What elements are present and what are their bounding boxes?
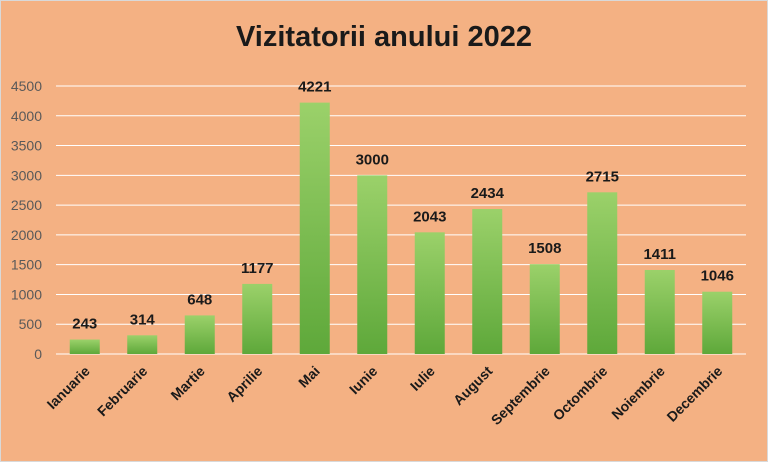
x-tick-label: Mai xyxy=(295,363,323,391)
y-tick-label: 500 xyxy=(19,316,43,332)
bar xyxy=(472,209,503,354)
y-tick-label: 0 xyxy=(34,346,42,362)
bar xyxy=(702,291,733,354)
x-tick-label: Noiembrie xyxy=(608,363,668,423)
x-tick-label: Iunie xyxy=(346,363,381,398)
data-label: 1046 xyxy=(701,268,734,285)
data-labels: 243 314 648 1177 4221 3000 2043 2434 1508 2715 141… xyxy=(72,79,734,333)
data-label: 1411 xyxy=(643,246,676,263)
data-label: 4221 xyxy=(298,79,331,96)
bar xyxy=(127,335,158,354)
y-axis: 0 500 1000 1500 2000 2500 3000 3500 4000 4500 xyxy=(11,78,42,362)
y-tick-label: 1000 xyxy=(11,286,42,302)
y-tick-label: 4000 xyxy=(11,108,42,124)
data-label: 1177 xyxy=(241,260,274,277)
bars xyxy=(69,102,733,354)
y-tick-label: 4500 xyxy=(11,78,42,94)
data-label: 2434 xyxy=(471,185,505,202)
data-label: 3000 xyxy=(356,151,389,168)
y-tick-label: 3000 xyxy=(11,167,42,183)
bar xyxy=(357,175,388,354)
x-tick-label: Octombrie xyxy=(550,363,611,424)
bar xyxy=(69,339,100,354)
y-tick-label: 2500 xyxy=(11,197,42,213)
x-tick-label: Martie xyxy=(167,363,208,404)
x-axis: Ianuarie Februarie Martie Aprilie Mai Iunie Iu… xyxy=(44,363,726,428)
data-label: 2715 xyxy=(586,168,619,185)
data-label: 243 xyxy=(72,316,97,333)
data-label: 648 xyxy=(187,291,212,308)
gridlines xyxy=(56,85,746,355)
bar xyxy=(414,232,445,354)
x-tick-label: Februarie xyxy=(94,363,151,420)
bar xyxy=(184,315,215,354)
x-tick-label: Decembrie xyxy=(663,363,725,425)
bar xyxy=(587,192,618,354)
y-tick-label: 1500 xyxy=(11,257,42,273)
bar xyxy=(529,264,560,354)
x-tick-label: Septembrie xyxy=(488,363,553,428)
data-label: 314 xyxy=(130,311,156,328)
x-tick-label: August xyxy=(450,363,496,409)
y-tick-label: 3500 xyxy=(11,138,42,154)
x-tick-label: Ianuarie xyxy=(44,363,93,412)
y-tick-label: 2000 xyxy=(11,227,42,243)
bar xyxy=(242,283,273,354)
bar xyxy=(644,269,675,354)
chart-title: Vizitatorii anului 2022 xyxy=(235,21,532,53)
data-label: 2043 xyxy=(413,208,446,225)
x-tick-label: Aprilie xyxy=(223,363,265,405)
bar xyxy=(299,102,330,354)
x-tick-label: Iulie xyxy=(407,363,438,394)
data-label: 1508 xyxy=(528,240,561,257)
